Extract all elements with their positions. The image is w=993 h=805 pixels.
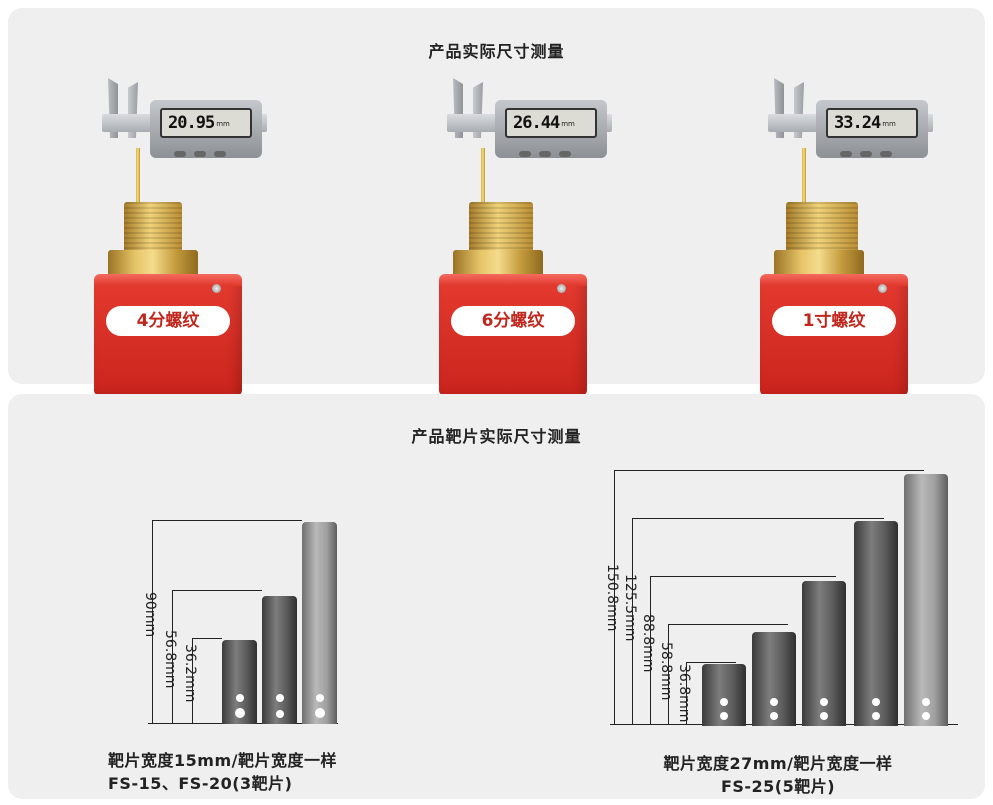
caliper-display: 26.44 mm: [505, 108, 597, 138]
switch-rod: [481, 148, 485, 208]
panel-title: 产品实际尺寸测量: [428, 42, 565, 61]
paddle-size-panel: 产品靶片实际尺寸测量 90mm 56.8mm 36.2mm 靶片宽度15mm/靶…: [8, 394, 985, 799]
switch-rod: [136, 148, 140, 208]
product-6fen: 26.44 mm 6分螺纹: [439, 78, 614, 396]
product-size-panel: 产品实际尺寸测量 20.95 mm 4分螺纹 26.44 mm 6分螺: [8, 8, 985, 396]
dim-guide-125: [632, 518, 884, 519]
paddle-m: [802, 581, 846, 726]
switch-housing: [760, 276, 908, 396]
dim-guide-36: [192, 638, 222, 639]
dim-line-36: [686, 662, 687, 725]
thread-label: 4分螺纹: [106, 306, 230, 336]
dim-label-36: 36.8mm: [676, 664, 692, 723]
caption-models: FS-15、FS-20(3靶片): [108, 774, 293, 793]
dim-guide-58: [668, 624, 788, 625]
caption-width: 靶片宽度27mm/靶片宽度一样: [663, 754, 893, 773]
caliper-display: 20.95 mm: [160, 108, 252, 138]
caliper-unit: mm: [216, 120, 230, 128]
paddle-group-27mm: 150.8mm 125.5mm 88.8mm 58.8mm 36.8mm: [600, 464, 960, 726]
paddle-large: [302, 522, 337, 724]
screw: [557, 284, 566, 293]
dim-label-58: 58.8mm: [658, 642, 674, 701]
dim-line-150: [614, 470, 615, 725]
caliper-jaw: [473, 82, 483, 138]
dim-guide-56: [172, 590, 262, 591]
caliper-buttons: [840, 142, 910, 157]
dim-guide-150: [614, 470, 924, 471]
screw: [878, 284, 887, 293]
brass-thread: [124, 202, 182, 254]
caliper-reading: 26.44: [513, 113, 560, 133]
paddle-xl: [904, 474, 948, 726]
caliper-jaw: [128, 82, 138, 138]
caliper-jaw: [774, 78, 784, 138]
caliper-reading: 33.24: [834, 113, 881, 133]
dim-label-88: 88.8mm: [640, 614, 656, 673]
paddle-group-15mm: 90mm 56.8mm 36.2mm: [138, 512, 348, 724]
caliper-jaw: [794, 82, 804, 138]
paddle-medium: [262, 596, 297, 724]
dim-line-88: [650, 576, 651, 725]
caliper-buttons: [174, 142, 244, 157]
product-4fen: 20.95 mm 4分螺纹: [94, 78, 269, 396]
switch-rod: [802, 148, 806, 208]
thread-label: 6分螺纹: [451, 306, 575, 336]
caption-27mm: 靶片宽度27mm/靶片宽度一样 FS-25(5靶片): [628, 752, 928, 798]
brass-thread: [469, 202, 533, 254]
caption-width: 靶片宽度15mm/靶片宽度一样: [108, 751, 337, 770]
caliper-unit: mm: [882, 120, 896, 128]
dim-line-90: [152, 520, 153, 724]
paddle-xs: [702, 664, 746, 726]
dim-label-90: 90mm: [142, 592, 158, 638]
caliper-display: 33.24 mm: [826, 108, 918, 138]
product-1cun: 33.24 mm 1寸螺纹: [760, 78, 935, 396]
paddle-s: [752, 632, 796, 726]
dim-label-150: 150.8mm: [604, 564, 620, 632]
dim-guide-90: [152, 520, 302, 521]
thread-label: 1寸螺纹: [772, 306, 896, 336]
dim-line-56: [172, 590, 173, 724]
screw: [212, 284, 221, 293]
dim-label-56: 56.8mm: [162, 630, 178, 689]
dim-line-125: [632, 518, 633, 725]
dim-label-36: 36.2mm: [182, 644, 198, 703]
housing-lid: [760, 274, 908, 286]
caption-15mm: 靶片宽度15mm/靶片宽度一样 FS-15、FS-20(3靶片): [108, 749, 337, 795]
dim-guide-36: [686, 662, 736, 663]
caliper-buttons: [519, 142, 589, 157]
housing-lid: [439, 274, 587, 286]
caliper-unit: mm: [561, 120, 575, 128]
caliper-jaw: [108, 78, 118, 138]
paddle-l: [854, 521, 898, 726]
brass-thread: [786, 202, 858, 254]
housing-lid: [94, 274, 242, 286]
dim-line-58: [668, 624, 669, 725]
dim-line-36: [192, 638, 193, 724]
caption-models: FS-25(5靶片): [720, 777, 836, 796]
caliper-jaw: [453, 78, 463, 138]
switch-housing: [439, 276, 587, 396]
caliper-reading: 20.95: [168, 113, 215, 133]
paddle-small: [222, 640, 257, 724]
switch-housing: [94, 276, 242, 396]
dim-guide-88: [650, 576, 836, 577]
dim-label-125: 125.5mm: [622, 574, 638, 642]
panel-title: 产品靶片实际尺寸测量: [411, 427, 582, 446]
